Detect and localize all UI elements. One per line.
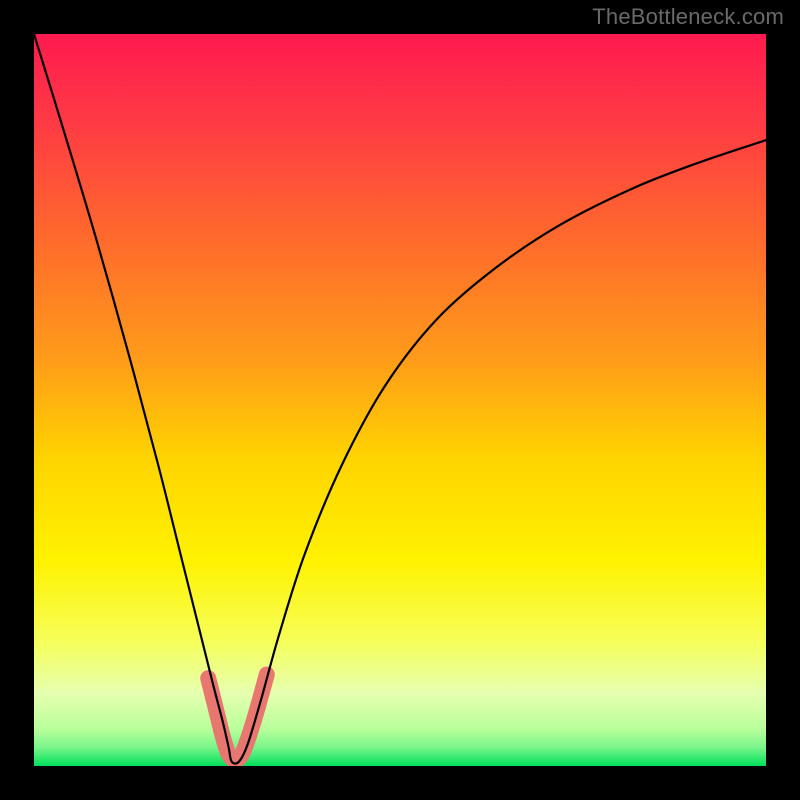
plot-svg: [34, 34, 766, 766]
chart-frame: TheBottleneck.com: [0, 0, 800, 800]
watermark-text: TheBottleneck.com: [592, 4, 784, 30]
plot-area: [34, 34, 766, 766]
gradient-background: [34, 34, 766, 766]
